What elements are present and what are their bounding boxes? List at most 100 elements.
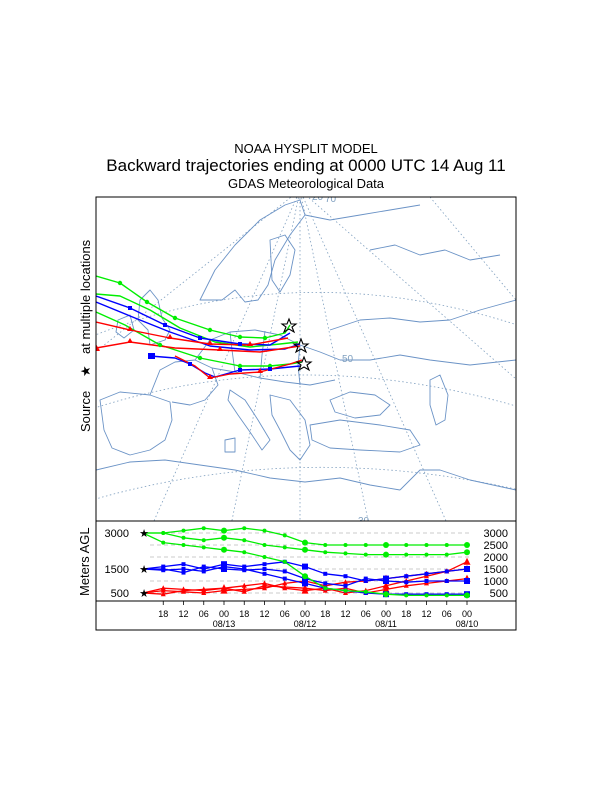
- altitude-point-green: [201, 538, 206, 543]
- map-trajectory-red: [174, 355, 303, 379]
- source-stars: [280, 317, 313, 372]
- altitude-point-green: [424, 593, 429, 598]
- map-trajectory-red: [96, 341, 301, 353]
- altitude-point-green: [323, 543, 328, 547]
- x-tick-label: 00: [300, 609, 310, 619]
- altitude-point-blue: [404, 580, 409, 585]
- y-axis-label: Meters AGL: [77, 527, 92, 596]
- altitude-point-red: [343, 579, 348, 585]
- altitude-point-green: [383, 591, 389, 598]
- altitude-point-blue: [323, 571, 328, 576]
- grid-label: 20: [312, 192, 324, 203]
- altitude-point-green: [464, 592, 470, 599]
- altitude-point-red: [282, 585, 288, 591]
- altitude-point-blue: [383, 575, 389, 582]
- altitude-point-green: [424, 552, 429, 557]
- altitude-point-red: [241, 586, 247, 592]
- altitude-point-blue: [262, 567, 267, 571]
- altitude-point-green: [262, 528, 267, 533]
- altitude-point-green: [404, 543, 409, 547]
- date-label: 08/10: [456, 619, 479, 629]
- map-frame: [95, 196, 517, 522]
- altitude-point-blue: [262, 571, 267, 576]
- altitude-point-green: [181, 528, 186, 533]
- altitude-point-red: [382, 581, 390, 589]
- source-star-icon: ★: [139, 528, 149, 540]
- altitude-point-green: [343, 543, 348, 547]
- altitude-point-green: [181, 535, 186, 540]
- altitude-point-blue: [424, 571, 429, 576]
- y-tick-label-left: 1500: [105, 564, 129, 576]
- altitude-point-green: [383, 551, 389, 558]
- x-tick-label: 06: [361, 609, 371, 619]
- altitude-point-green: [404, 552, 409, 557]
- source-star-icon: ★: [139, 588, 149, 600]
- trajectory-map: 20 70 50 30: [95, 192, 517, 527]
- map-trajectory-green: [96, 293, 299, 348]
- altitude-point-green: [161, 531, 166, 535]
- altitude-point-blue: [363, 576, 368, 581]
- altitude-point-red: [160, 591, 166, 597]
- source-star-icon: ★: [139, 564, 149, 576]
- altitude-point-blue: [181, 567, 186, 571]
- altitude-point-blue: [343, 583, 348, 588]
- altitude-point-green: [262, 555, 267, 559]
- altitude-point-green: [464, 542, 470, 548]
- altitude-point-blue: [282, 569, 287, 574]
- altitude-point-blue: [282, 576, 287, 581]
- altitude-point-blue: [181, 562, 186, 567]
- altitude-point-red: [220, 584, 228, 592]
- y-tick-label-right: 500: [490, 588, 508, 600]
- altitude-point-red: [241, 582, 247, 588]
- altitude-point-green: [242, 550, 247, 555]
- model-title: NOAA HYSPLIT MODEL: [234, 141, 378, 156]
- altitude-point-green: [242, 538, 247, 543]
- altitude-point-green: [201, 545, 206, 550]
- y-tick-label-left: 500: [111, 588, 129, 600]
- altitude-point-blue: [464, 578, 470, 584]
- altitude-point-blue: [161, 567, 166, 571]
- altitude-point-blue: [161, 564, 166, 569]
- altitude-point-green: [201, 526, 206, 531]
- altitude-point-blue: [302, 580, 308, 587]
- x-tick-label: 06: [442, 609, 452, 619]
- altitude-point-blue: [302, 563, 308, 570]
- x-tick-label: 12: [340, 609, 350, 619]
- altitude-point-red: [382, 585, 390, 593]
- altitude-point-red: [181, 586, 186, 592]
- y-tick-label-right: 3000: [484, 528, 508, 540]
- altitude-point-green: [444, 593, 449, 598]
- data-source-label: GDAS Meteorological Data: [227, 176, 385, 191]
- x-tick-label: 18: [320, 609, 330, 619]
- chart-title: Backward trajectories ending at 0000 UTC…: [106, 156, 506, 175]
- altitude-point-blue: [343, 574, 348, 579]
- altitude-point-red: [301, 586, 309, 594]
- coastlines: [96, 199, 516, 491]
- source-star-icon: [280, 317, 298, 334]
- altitude-point-blue: [404, 574, 409, 579]
- altitude-point-blue: [242, 564, 247, 569]
- altitude-point-green: [302, 573, 308, 580]
- x-tick-label: 12: [259, 609, 269, 619]
- altitude-point-blue: [221, 561, 227, 568]
- altitude-point-blue: [464, 566, 470, 572]
- svg-text:at multiple locations: at multiple locations: [78, 239, 93, 354]
- y-tick-label-right: 1500: [484, 564, 508, 576]
- source-star-icon: [292, 337, 310, 354]
- x-tick-label: 18: [401, 609, 411, 619]
- altitude-point-green: [242, 526, 247, 531]
- altitude-point-blue: [424, 579, 429, 583]
- altitude-point-green: [424, 543, 429, 547]
- x-tick-label: 18: [239, 609, 249, 619]
- x-tick-label: 00: [381, 609, 391, 619]
- altitude-point-blue: [323, 581, 328, 586]
- altitude-point-red: [201, 587, 207, 593]
- y-tick-label-right: 2500: [484, 540, 508, 552]
- svg-text:★: ★: [78, 365, 93, 377]
- altitude-point-red: [403, 582, 409, 588]
- grid-label: 30: [358, 516, 370, 527]
- altitude-point-green: [302, 546, 308, 553]
- altitude-point-blue: [444, 579, 449, 583]
